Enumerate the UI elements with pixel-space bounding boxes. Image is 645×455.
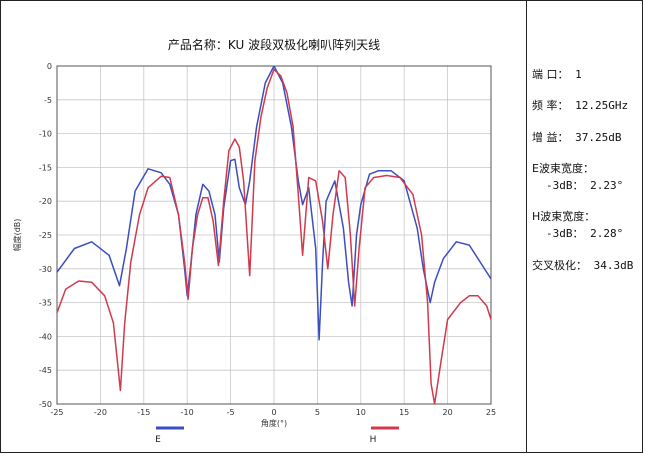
x-tick-label-0: -25	[50, 408, 63, 417]
spec-frequency: 频 率： 12.25GHz	[532, 97, 628, 113]
spec-gain-label: 增 益：	[532, 131, 569, 144]
y-tick-label-3: -15	[39, 163, 52, 172]
spec-cross-pol-label: 交叉极化：	[532, 259, 587, 272]
spec-cross-pol: 交叉极化： 34.3dB	[532, 257, 633, 273]
y-tick-label-7: -35	[39, 299, 52, 308]
radiation-pattern-chart: -25 -20 -15 -10 -5 0 5 10 15 20 25 0 -5 -10 -15 -20 -25-…	[12, 37, 496, 445]
spec-port: 端 口： 1	[532, 66, 582, 82]
y-tick-label-0: 0	[47, 62, 52, 71]
chart-svg: -25 -20 -15 -10 -5 0 5 10 15 20 250-5-10-15-20-25-…	[12, 37, 496, 445]
x-tick-label-4: -5	[227, 408, 235, 417]
y-tick-label-10: -50	[39, 400, 52, 409]
spec-h-beamwidth: H波束宽度：	[532, 208, 595, 224]
x-tick-label-10: 25	[486, 408, 496, 417]
spec-h-beamwidth-label: H波束宽度：	[532, 210, 596, 223]
y-tick-label-9: -45	[39, 366, 52, 375]
spec-port-value: 1	[575, 68, 582, 81]
spec-frequency-label: 频 率：	[532, 99, 569, 112]
panel-divider	[526, 0, 527, 453]
spec-e-beamwidth-value: -3dB： 2.23°	[546, 179, 624, 192]
spec-h-beamwidth-value: -3dB： 2.28°	[546, 227, 624, 240]
spec-e-beamwidth-label: E波束宽度：	[532, 162, 594, 175]
chart-title: 产品名称：KU 波段双极化喇叭阵列天线	[168, 37, 380, 52]
y-tick-label-4: -20	[39, 197, 52, 206]
spec-frequency-value: 12.25GHz	[575, 99, 629, 112]
y-tick-label-2: -10	[39, 130, 52, 139]
y-tick-label-1: -5	[44, 96, 52, 105]
spec-e-beamwidth: E波束宽度：	[532, 160, 594, 176]
x-tick-label-2: -15	[137, 408, 150, 417]
legend-label-e: E	[155, 435, 161, 445]
spec-cross-pol-value: 34.3dB	[593, 259, 634, 272]
y-tick-label-8: -40	[39, 332, 52, 341]
x-tick-label-6: 5	[315, 408, 320, 417]
spec-gain-value: 37.25dB	[575, 131, 622, 144]
x-tick-label-8: 15	[399, 408, 409, 417]
x-tick-label-9: 20	[443, 408, 453, 417]
x-tick-label-7: 10	[356, 408, 366, 417]
y-tick-label-5: -25	[39, 231, 52, 240]
spec-gain: 增 益： 37.25dB	[532, 129, 621, 145]
spec-panel: 端 口： 1 频 率： 12.25GHz 增 益： 37.25dB E波束宽度：…	[532, 0, 642, 453]
x-tick-label-5: 0	[271, 408, 276, 417]
spec-port-label: 端 口：	[532, 68, 569, 81]
x-tick-label-3: -10	[181, 408, 194, 417]
series-line-h	[57, 68, 491, 404]
legend-label-h: H	[370, 435, 377, 445]
x-axis-label: 角度(°)	[261, 418, 287, 428]
x-tick-label-1: -20	[94, 408, 107, 417]
y-tick-label-6: -30	[39, 265, 52, 274]
y-axis-label: 幅度(dB)	[12, 219, 22, 252]
